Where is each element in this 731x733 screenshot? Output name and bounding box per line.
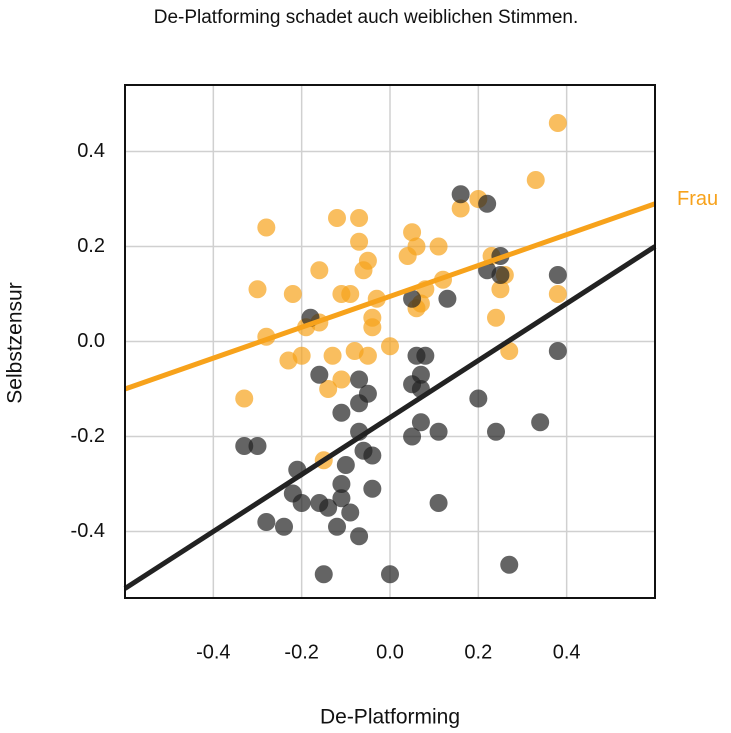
point — [491, 280, 510, 299]
point — [248, 280, 267, 299]
point — [319, 498, 338, 517]
y-tick-label: 0.0 — [77, 330, 105, 352]
point — [332, 370, 351, 389]
x-axis-label: De-Platforming — [320, 706, 460, 729]
point — [248, 437, 267, 455]
point — [363, 308, 382, 327]
point — [358, 346, 377, 365]
point — [429, 237, 448, 256]
point — [310, 365, 329, 384]
point — [548, 114, 567, 132]
point — [235, 437, 254, 455]
point — [491, 266, 510, 284]
point — [403, 427, 422, 446]
point — [319, 380, 338, 398]
point — [403, 289, 422, 308]
y-tick-label: 0.2 — [77, 235, 105, 257]
point — [354, 261, 373, 280]
point — [381, 565, 399, 584]
point — [381, 337, 399, 356]
point — [451, 185, 470, 204]
point — [257, 513, 276, 531]
point — [292, 346, 311, 365]
point — [310, 261, 329, 280]
point — [469, 389, 488, 408]
point — [350, 394, 369, 413]
point — [332, 489, 351, 508]
point — [350, 232, 369, 251]
point — [500, 555, 519, 574]
point — [314, 565, 333, 584]
point — [438, 289, 457, 308]
point — [526, 171, 545, 189]
point — [548, 342, 567, 360]
point — [341, 285, 360, 303]
x-tick-label: -0.4 — [196, 641, 230, 663]
y-tick-label: -0.2 — [71, 425, 105, 447]
series-label: Frau — [677, 188, 718, 210]
point — [328, 517, 346, 536]
point — [500, 342, 519, 360]
point — [429, 422, 448, 441]
point — [350, 209, 369, 227]
point — [548, 285, 567, 303]
point — [548, 266, 567, 284]
y-tick-label: -0.4 — [71, 520, 105, 542]
point — [292, 494, 311, 512]
fit-line — [123, 244, 657, 591]
y-axis-label: Selbstzensur — [4, 282, 27, 403]
point — [411, 413, 430, 432]
point — [350, 527, 369, 546]
point — [332, 403, 351, 422]
y-tick-label: 0.4 — [77, 140, 105, 162]
x-tick-label: -0.2 — [284, 641, 318, 663]
point — [487, 308, 505, 327]
point — [429, 494, 448, 512]
point — [398, 247, 417, 265]
fit-line — [124, 201, 656, 392]
point — [257, 218, 276, 237]
point — [403, 223, 422, 242]
plot-frame — [124, 84, 656, 599]
point — [531, 413, 550, 432]
x-tick-label: 0.2 — [464, 641, 492, 663]
point — [363, 446, 382, 465]
point — [350, 370, 369, 389]
point — [487, 422, 505, 441]
point — [407, 346, 426, 365]
point — [332, 475, 351, 493]
point — [235, 389, 254, 408]
point — [478, 194, 497, 213]
point — [275, 517, 293, 536]
x-tick-label: 0.4 — [553, 641, 581, 663]
x-tick-label: 0.0 — [376, 641, 404, 663]
point — [283, 285, 302, 303]
point — [323, 346, 342, 365]
point — [328, 209, 346, 227]
point — [363, 479, 382, 498]
point — [341, 503, 360, 522]
point — [336, 456, 355, 474]
point — [451, 199, 470, 218]
chart-title: De-Platforming schadet auch weiblichen S… — [154, 7, 579, 28]
